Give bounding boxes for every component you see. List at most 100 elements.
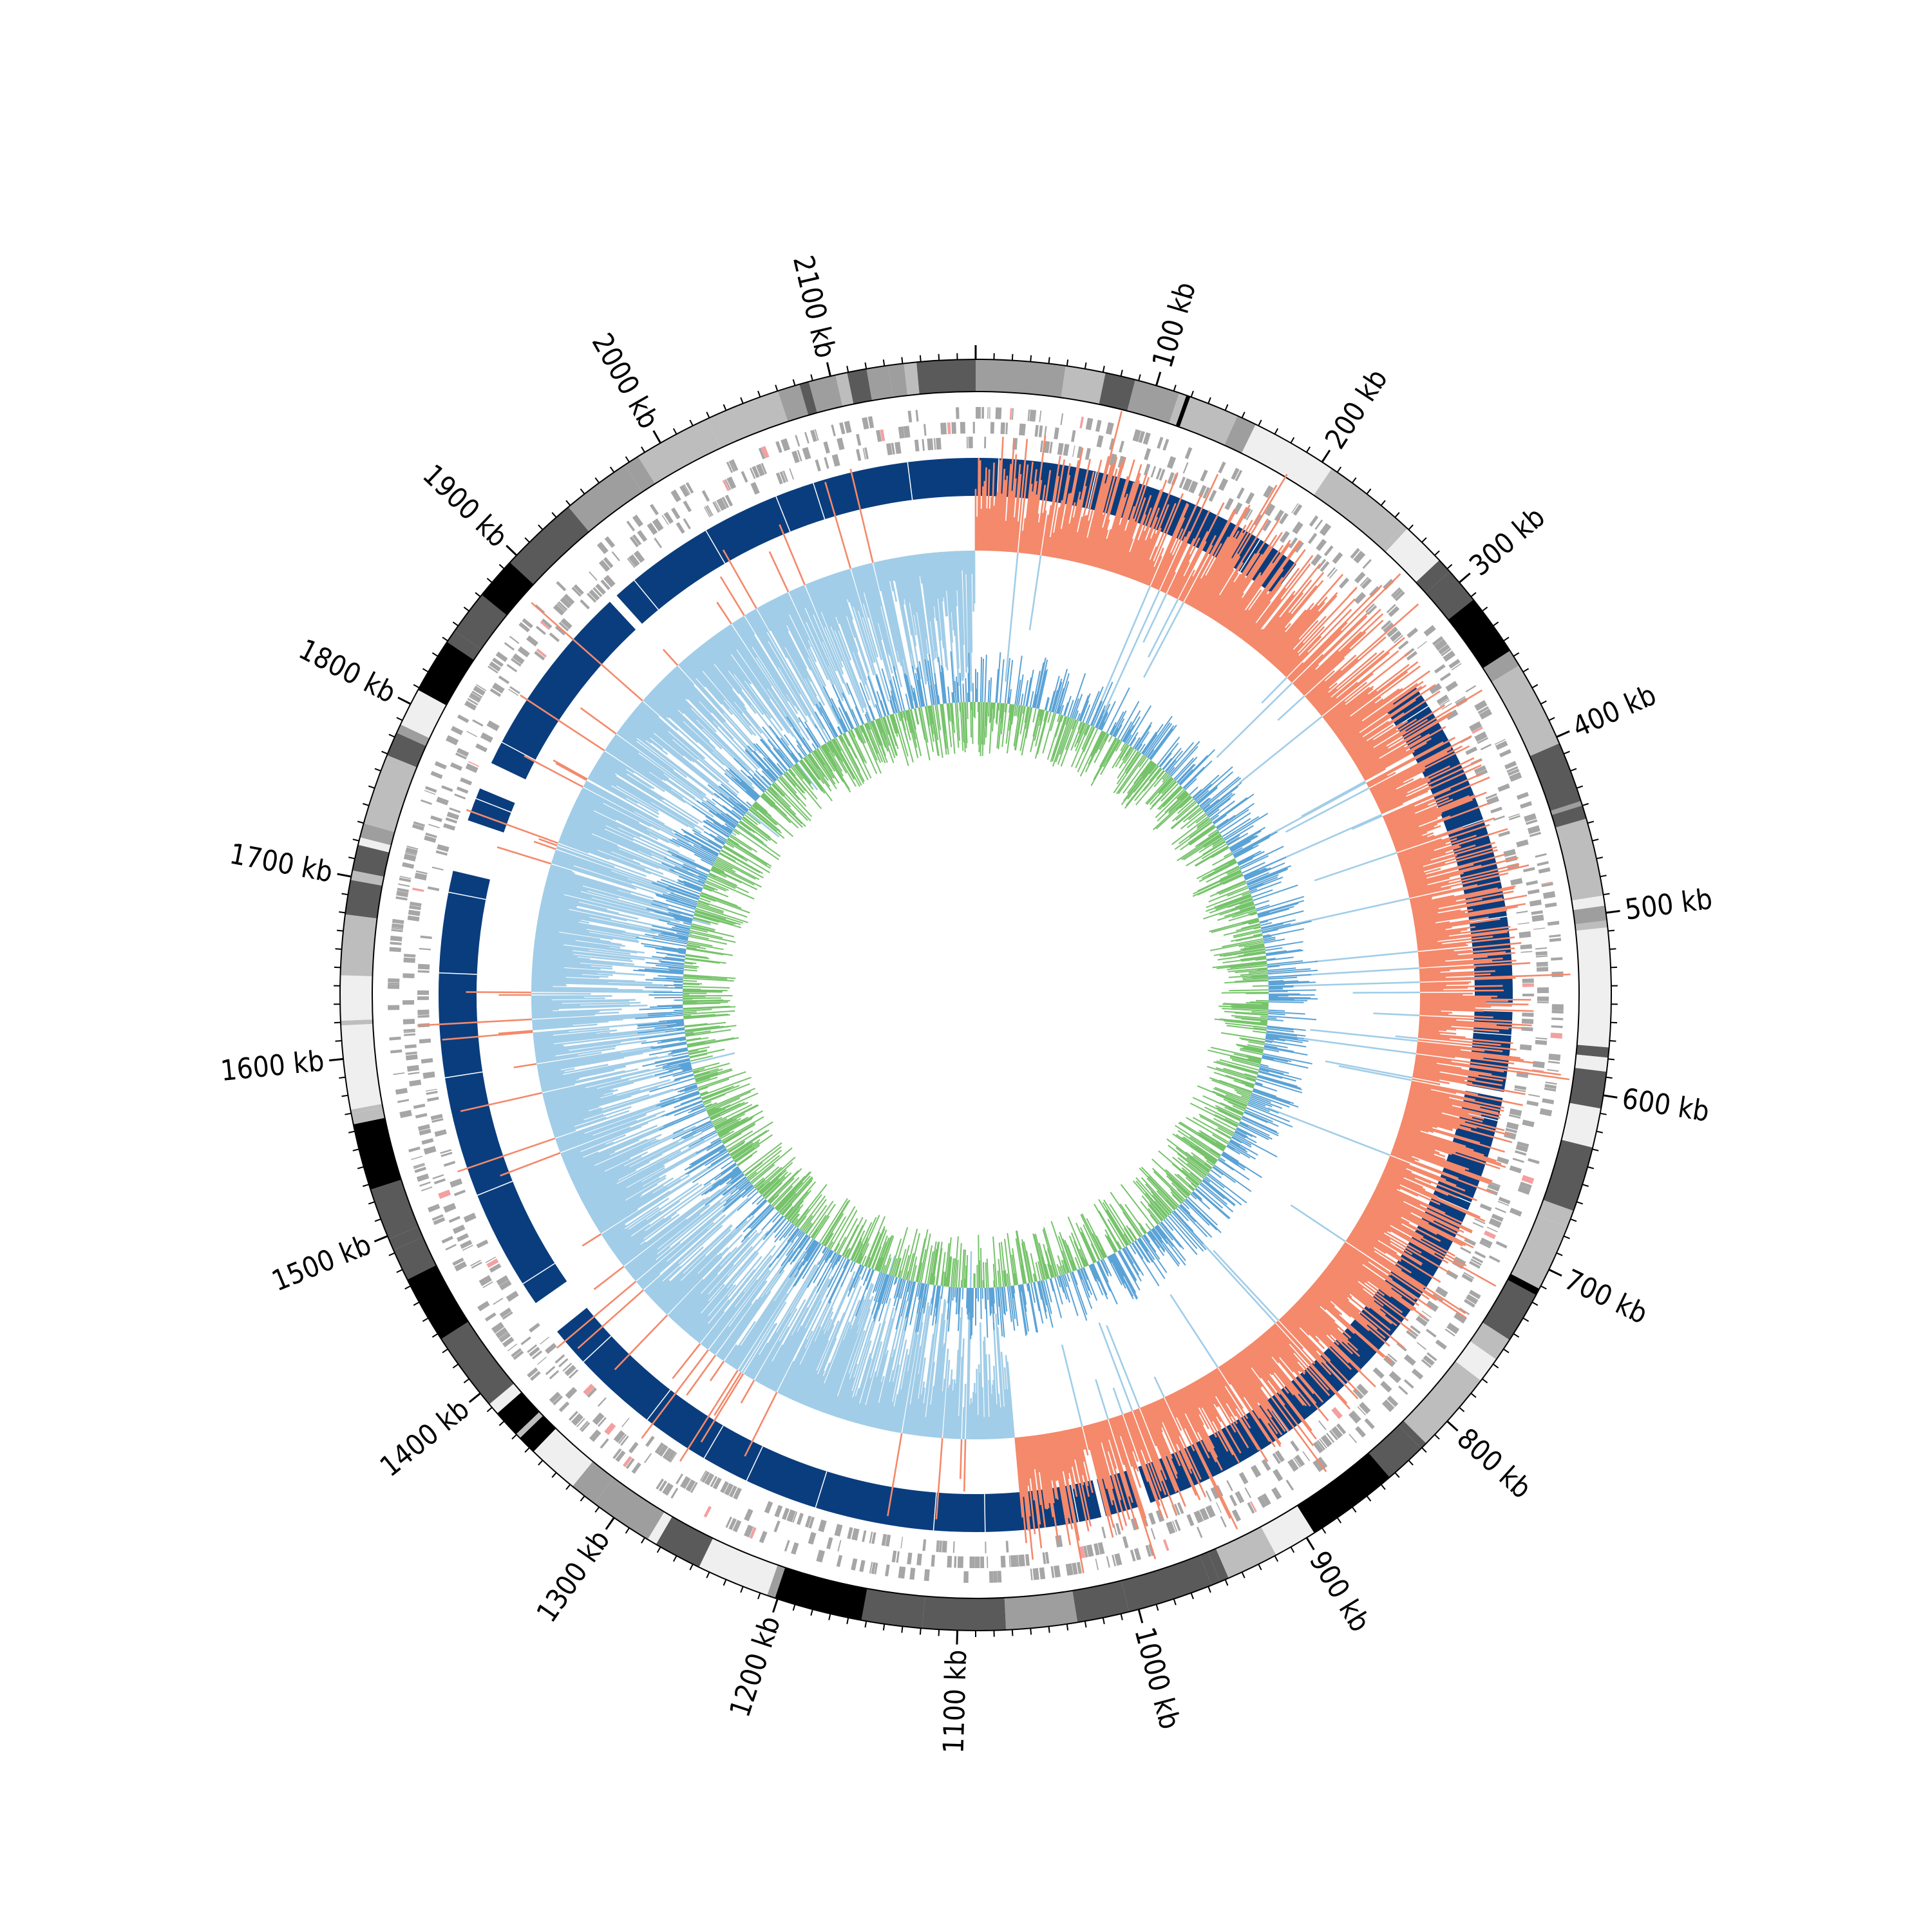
- gc-content-bar: [1082, 704, 1091, 723]
- gc-content-bar: [777, 1228, 800, 1259]
- gc-skew-bar: [569, 1139, 648, 1175]
- gc-skew-bar: [1327, 1265, 1413, 1333]
- gene-feature: [1439, 698, 1450, 706]
- gc-content-bar: [730, 1170, 743, 1180]
- gc-skew-bar: [1112, 1417, 1147, 1519]
- karyotype-band: [568, 465, 643, 532]
- gc-content-bar: [1177, 1153, 1207, 1177]
- gc-skew-bar: [1323, 1269, 1392, 1325]
- gc-skew-bar: [860, 1371, 877, 1425]
- gc-content-bar: [1184, 1200, 1210, 1226]
- gc-content-bar: [1132, 1242, 1144, 1260]
- gene-feature: [1072, 445, 1075, 457]
- gc-content-bar: [1242, 1116, 1279, 1135]
- gc-content-bar: [822, 1246, 827, 1253]
- gc-content-bar: [1049, 1278, 1054, 1292]
- gc-content-bar: [1194, 766, 1233, 801]
- gc-skew-bar: [1004, 464, 1012, 552]
- gene-feature: [791, 450, 800, 464]
- minor-tick: [1563, 1235, 1570, 1240]
- gc-content-bar: [1137, 743, 1143, 752]
- gc-content-bar: [784, 1206, 794, 1218]
- gc-skew-bar: [868, 1350, 889, 1427]
- gc-skew-bar: [542, 895, 620, 914]
- gc-content-bar: [875, 1242, 887, 1271]
- gc-skew-bar: [725, 1345, 739, 1363]
- gc-content-bar: [1074, 710, 1079, 720]
- gene-feature: [1505, 1128, 1517, 1133]
- gc-skew-bar: [1357, 1221, 1413, 1255]
- position-label: 900 kb: [1303, 1546, 1376, 1638]
- gc-content-bar: [1108, 1255, 1126, 1289]
- gene-feature: [1439, 699, 1450, 707]
- gc-content-bar: [1034, 657, 1046, 708]
- homology-gap: [1087, 471, 1097, 509]
- gc-skew-bar: [531, 1010, 600, 1016]
- gc-skew-bar: [717, 1296, 762, 1358]
- gene-feature: [1142, 432, 1151, 445]
- gc-skew-bar: [689, 1283, 734, 1336]
- gc-skew-bar: [632, 710, 695, 763]
- gc-content-bar: [847, 1264, 862, 1297]
- gc-content-bar: [772, 1186, 793, 1208]
- gene-feature: [724, 495, 734, 507]
- gc-skew-bar: [1419, 971, 1441, 974]
- gene-feature: [1076, 1562, 1082, 1574]
- gene-feature: [1293, 504, 1303, 516]
- gc-content-bar: [1203, 799, 1220, 812]
- gene-feature: [728, 1485, 737, 1498]
- gc-skew-bar: [1283, 1314, 1358, 1392]
- gc-skew-bar: [673, 668, 724, 723]
- gc-content-bar: [864, 1216, 886, 1267]
- gc-skew-bar: [1141, 1406, 1177, 1493]
- minor-tick: [363, 1184, 370, 1188]
- gc-skew-bar: [1390, 817, 1438, 837]
- gc-skew-bar: [1099, 476, 1129, 569]
- homology-gap: [933, 1492, 937, 1531]
- minor-tick: [1120, 1613, 1123, 1620]
- gc-content-bar: [792, 1243, 821, 1287]
- gc-skew-bar: [1274, 620, 1319, 668]
- gc-skew-bar: [696, 1269, 755, 1342]
- gc-skew-bar: [1409, 884, 1478, 901]
- gc-skew-bar: [1403, 1114, 1453, 1130]
- gc-content-bar: [981, 658, 984, 703]
- gc-content-bar: [924, 1245, 933, 1284]
- minor-tick: [368, 1201, 375, 1205]
- gene-feature: [554, 1354, 565, 1364]
- gene-feature: [1205, 1490, 1212, 1502]
- gc-skew-bar: [695, 649, 784, 759]
- gc-content-bar: [762, 1176, 786, 1198]
- gc-skew-bar: [1354, 1226, 1379, 1242]
- gc-content-bar: [1238, 941, 1264, 947]
- gene-feature: [907, 410, 913, 422]
- gene-feature: [701, 490, 710, 502]
- gc-skew-bar: [1329, 1262, 1364, 1290]
- gc-content-bar: [1204, 786, 1239, 813]
- gc-content-bar: [1255, 904, 1270, 910]
- gc-content-bar: [1165, 759, 1177, 773]
- gene-feature: [1249, 1501, 1257, 1512]
- gc-skew-bar: [955, 551, 963, 681]
- gc-skew-bar: [544, 889, 565, 896]
- gc-skew-bar: [1221, 592, 1245, 626]
- minor-tick: [388, 734, 395, 738]
- gc-skew-bar: [1309, 636, 1387, 704]
- gc-skew-bar: [907, 555, 918, 612]
- gc-content-bar: [1211, 847, 1229, 858]
- gc-skew-bar: [1398, 842, 1446, 860]
- gene-feature: [1480, 1237, 1493, 1247]
- gene-feature: [802, 447, 811, 460]
- gc-content-bar: [867, 1233, 882, 1268]
- gene-feature: [1331, 1406, 1343, 1419]
- gc-skew-bar: [931, 1301, 947, 1437]
- gc-skew-bar: [652, 688, 716, 749]
- gc-skew-bar: [734, 1274, 795, 1369]
- gc-skew-bar: [1410, 1083, 1457, 1094]
- gc-content-bar: [1183, 760, 1213, 790]
- gene-feature: [839, 422, 846, 435]
- gc-skew-bar: [1418, 1031, 1441, 1035]
- gc-content-bar: [1227, 967, 1268, 972]
- gc-skew-bar: [705, 641, 730, 672]
- gc-skew-bar: [688, 654, 704, 672]
